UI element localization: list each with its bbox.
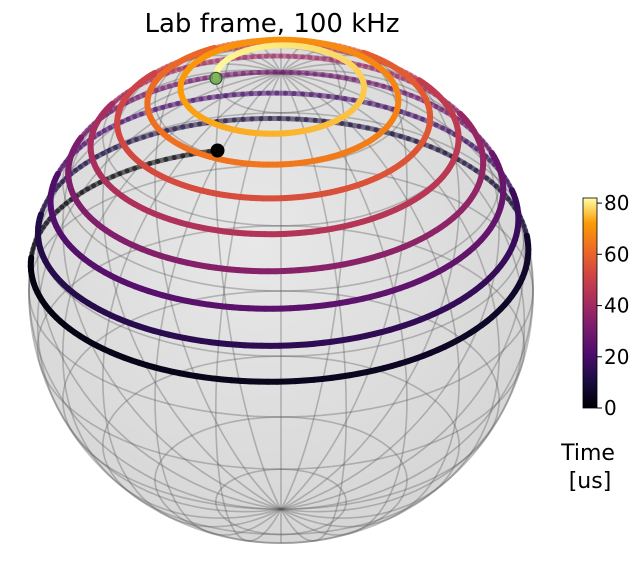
colorbar-label-unit: [us] — [569, 469, 612, 494]
longitude-line — [36, 69, 526, 513]
latitude-line — [154, 416, 408, 544]
longitude-line — [61, 63, 500, 519]
latitude-line — [214, 468, 348, 536]
colorbar-tick-label: 20 — [604, 345, 629, 369]
trajectory — [27, 36, 532, 385]
latitude-line — [28, 164, 534, 418]
colorbar-ticks: 0 20 40 60 80 — [597, 191, 629, 420]
longitude-line — [36, 69, 526, 513]
end-marker — [209, 71, 223, 85]
longitude-line — [28, 71, 534, 511]
markers — [209, 71, 225, 158]
colorbar: 0 20 40 60 80 Time [us] — [560, 191, 629, 494]
colorbar-gradient — [582, 197, 598, 409]
colorbar-tick-label: 60 — [604, 242, 629, 266]
colorbar-tick-label: 80 — [604, 191, 629, 215]
latitude-line — [101, 355, 461, 536]
start-marker — [210, 143, 225, 158]
chart-title: Lab frame, 100 kHz — [145, 9, 400, 39]
colorbar-tick-label: 0 — [604, 396, 617, 420]
colorbar-tick-label: 40 — [604, 294, 629, 318]
colorbar-label-time: Time — [560, 441, 615, 466]
